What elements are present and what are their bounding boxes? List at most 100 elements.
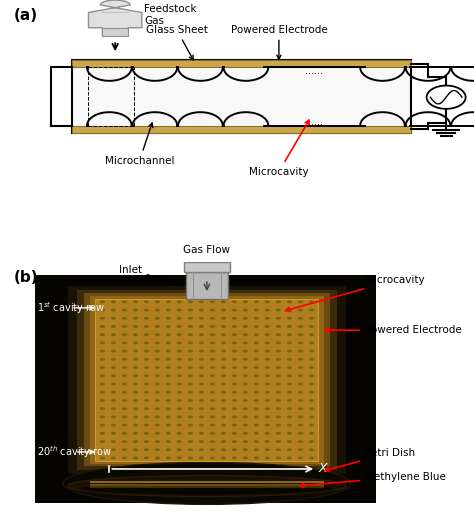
Circle shape (254, 300, 259, 303)
Text: Microchannel: Microchannel (105, 123, 174, 166)
Circle shape (210, 416, 215, 418)
Circle shape (133, 317, 138, 320)
Circle shape (210, 407, 215, 410)
Circle shape (177, 432, 182, 435)
Circle shape (188, 342, 193, 344)
Circle shape (309, 374, 314, 377)
Circle shape (188, 424, 193, 427)
Circle shape (210, 449, 215, 451)
Circle shape (100, 416, 105, 418)
Circle shape (199, 383, 204, 386)
Circle shape (243, 416, 248, 418)
Circle shape (221, 342, 226, 344)
Circle shape (232, 456, 237, 460)
Circle shape (166, 309, 171, 311)
Bar (102, 28, 128, 36)
Circle shape (276, 416, 281, 418)
Circle shape (188, 309, 193, 311)
Circle shape (254, 309, 259, 311)
Circle shape (287, 333, 292, 336)
Circle shape (133, 325, 138, 328)
Circle shape (265, 350, 270, 353)
Circle shape (309, 333, 314, 336)
Circle shape (309, 383, 314, 386)
Circle shape (298, 391, 303, 394)
Circle shape (254, 333, 259, 336)
Circle shape (166, 449, 171, 451)
Circle shape (221, 374, 226, 377)
Circle shape (122, 374, 127, 377)
Circle shape (100, 309, 105, 311)
Circle shape (144, 374, 149, 377)
Circle shape (100, 325, 105, 328)
Circle shape (210, 300, 215, 303)
Circle shape (243, 333, 248, 336)
Circle shape (122, 391, 127, 394)
Circle shape (210, 325, 215, 328)
Circle shape (133, 333, 138, 336)
Circle shape (199, 333, 204, 336)
Circle shape (122, 440, 127, 443)
Circle shape (221, 449, 226, 451)
Circle shape (298, 424, 303, 427)
Circle shape (210, 391, 215, 394)
Circle shape (111, 374, 116, 377)
Circle shape (287, 317, 292, 320)
Circle shape (309, 300, 314, 303)
Circle shape (177, 399, 182, 402)
Circle shape (166, 383, 171, 386)
Circle shape (298, 300, 303, 303)
Circle shape (210, 358, 215, 361)
Circle shape (144, 358, 149, 361)
Circle shape (276, 407, 281, 410)
Circle shape (276, 317, 281, 320)
Circle shape (309, 432, 314, 435)
Circle shape (232, 440, 237, 443)
Circle shape (254, 383, 259, 386)
Circle shape (144, 424, 149, 427)
Circle shape (166, 416, 171, 418)
Circle shape (133, 383, 138, 386)
Circle shape (232, 358, 237, 361)
Circle shape (287, 383, 292, 386)
Circle shape (298, 449, 303, 451)
Text: Inlet: Inlet (118, 265, 182, 285)
Circle shape (199, 407, 204, 410)
Text: 1$^{st}$ cavity row: 1$^{st}$ cavity row (37, 300, 105, 316)
Circle shape (166, 358, 171, 361)
Circle shape (133, 350, 138, 353)
Circle shape (188, 350, 193, 353)
Circle shape (265, 391, 270, 394)
Circle shape (265, 358, 270, 361)
Bar (183, 262, 230, 272)
Ellipse shape (67, 476, 346, 497)
Circle shape (254, 456, 259, 460)
Circle shape (309, 456, 314, 460)
Circle shape (133, 374, 138, 377)
Circle shape (100, 432, 105, 435)
Circle shape (133, 440, 138, 443)
Circle shape (232, 317, 237, 320)
Ellipse shape (79, 482, 335, 495)
Circle shape (221, 333, 226, 336)
Circle shape (309, 391, 314, 394)
Circle shape (232, 424, 237, 427)
Circle shape (287, 440, 292, 443)
Circle shape (254, 416, 259, 418)
Circle shape (177, 358, 182, 361)
Circle shape (199, 374, 204, 377)
Circle shape (144, 432, 149, 435)
Circle shape (155, 383, 160, 386)
Text: Methylene Blue: Methylene Blue (300, 472, 446, 487)
Circle shape (177, 407, 182, 410)
Circle shape (265, 449, 270, 451)
Circle shape (111, 432, 116, 435)
Circle shape (155, 399, 160, 402)
Circle shape (265, 416, 270, 418)
Circle shape (309, 424, 314, 427)
Circle shape (265, 309, 270, 311)
Circle shape (166, 342, 171, 344)
Circle shape (188, 366, 193, 369)
Bar (95, 299, 319, 461)
Circle shape (166, 407, 171, 410)
